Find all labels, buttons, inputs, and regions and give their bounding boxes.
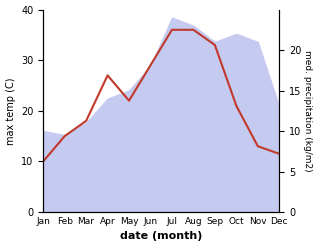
Y-axis label: max temp (C): max temp (C) bbox=[5, 77, 16, 144]
X-axis label: date (month): date (month) bbox=[120, 231, 203, 242]
Y-axis label: med. precipitation (kg/m2): med. precipitation (kg/m2) bbox=[303, 50, 313, 172]
